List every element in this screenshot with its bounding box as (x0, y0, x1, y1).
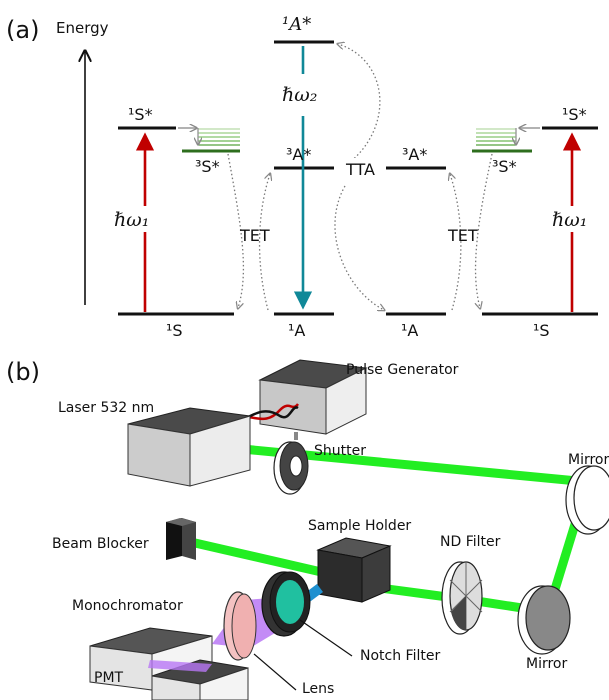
label-pulse-generator: Pulse Generator (346, 362, 459, 378)
label-pmt: PMT (94, 670, 124, 686)
label-notch-filter: Notch Filter (360, 648, 440, 664)
lens (223, 591, 257, 661)
label-lens: Lens (302, 681, 334, 697)
label-beam-blocker: Beam Blocker (52, 536, 149, 552)
label-mirror-top: Mirror (568, 452, 609, 468)
label-absorption-right: ℏω₁ (552, 209, 587, 231)
label-shutter: Shutter (314, 443, 366, 459)
light-to-pmt (148, 660, 212, 672)
label-1S-right: ¹S (533, 321, 550, 340)
mirror-top (565, 465, 609, 535)
beam-blocker (166, 518, 196, 560)
tet-curves-right (450, 153, 493, 310)
label-laser: Laser 532 nm (58, 400, 154, 416)
mirror-bottom (517, 585, 571, 655)
nd-filter (441, 561, 483, 635)
laser-532 (127, 407, 251, 487)
label-3S-star-left: ³S* (195, 157, 220, 176)
triplet-manifold-left (182, 128, 240, 153)
label-bg-emission (278, 78, 330, 112)
energy-axis-label: Energy (56, 19, 109, 37)
label-sample-holder: Sample Holder (308, 518, 411, 534)
notch-filter (261, 571, 311, 637)
label-1A-star: ¹A* (282, 14, 311, 35)
label-tta: TTA (345, 160, 375, 179)
label-nd-filter: ND Filter (440, 534, 501, 550)
label-1S-star-right: ¹S* (562, 105, 587, 124)
panel-b: (b) Pulse Generator Laser 532 nm (6, 358, 609, 700)
panel-a: (a) Energy (6, 14, 609, 340)
lens-leader (253, 653, 297, 691)
label-tet-left: TET (239, 226, 270, 245)
label-3A-star-center: ³A* (286, 145, 311, 164)
label-mirror-bottom: Mirror (526, 656, 567, 672)
label-1A-right: ¹A (401, 321, 418, 340)
sample-holder (316, 537, 392, 603)
label-tet-right: TET (447, 226, 478, 245)
label-emission: ℏω₂ (282, 84, 317, 106)
pmt (151, 659, 249, 700)
label-3A-star-right: ³A* (402, 145, 427, 164)
shutter (273, 432, 309, 495)
label-bg-absorption-right (550, 206, 609, 232)
tet-curves-left (227, 153, 270, 310)
label-bg-tta (344, 158, 380, 180)
label-absorption-left: ℏω₁ (114, 209, 149, 231)
label-bg-absorption-left (110, 206, 176, 232)
label-3S-star-right: ³S* (492, 157, 517, 176)
label-1S-left: ¹S (166, 321, 183, 340)
tta-curves (334, 44, 384, 310)
label-1S-star-left: ¹S* (128, 105, 153, 124)
notch-leader (299, 619, 353, 657)
triplet-manifold-right (472, 128, 532, 153)
panel-b-tag: (b) (6, 358, 40, 386)
label-monochromator: Monochromator (72, 598, 183, 614)
panel-a-tag: (a) (6, 16, 39, 44)
label-1A-center: ¹A (288, 321, 305, 340)
